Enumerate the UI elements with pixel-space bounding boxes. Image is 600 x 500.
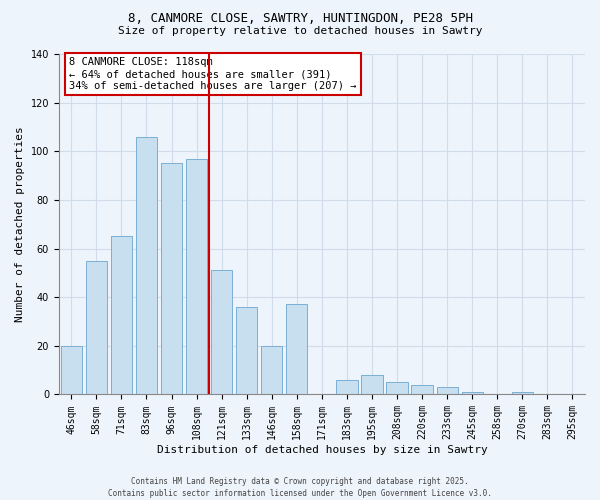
Text: 8, CANMORE CLOSE, SAWTRY, HUNTINGDON, PE28 5PH: 8, CANMORE CLOSE, SAWTRY, HUNTINGDON, PE… — [128, 12, 473, 26]
Text: Contains HM Land Registry data © Crown copyright and database right 2025.
Contai: Contains HM Land Registry data © Crown c… — [108, 476, 492, 498]
Text: 8 CANMORE CLOSE: 118sqm
← 64% of detached houses are smaller (391)
34% of semi-d: 8 CANMORE CLOSE: 118sqm ← 64% of detache… — [70, 58, 357, 90]
Bar — [111, 236, 132, 394]
Bar — [286, 304, 307, 394]
Bar — [412, 384, 433, 394]
Text: Size of property relative to detached houses in Sawtry: Size of property relative to detached ho… — [118, 26, 482, 36]
Bar — [61, 346, 82, 395]
Bar — [437, 387, 458, 394]
Bar — [386, 382, 408, 394]
Bar — [512, 392, 533, 394]
Y-axis label: Number of detached properties: Number of detached properties — [15, 126, 25, 322]
Bar — [236, 307, 257, 394]
Bar — [261, 346, 283, 395]
Bar — [136, 136, 157, 394]
Bar — [211, 270, 232, 394]
X-axis label: Distribution of detached houses by size in Sawtry: Distribution of detached houses by size … — [157, 445, 487, 455]
Bar — [161, 164, 182, 394]
Bar — [186, 158, 207, 394]
Bar — [86, 260, 107, 394]
Bar — [461, 392, 483, 394]
Bar — [336, 380, 358, 394]
Bar — [361, 375, 383, 394]
